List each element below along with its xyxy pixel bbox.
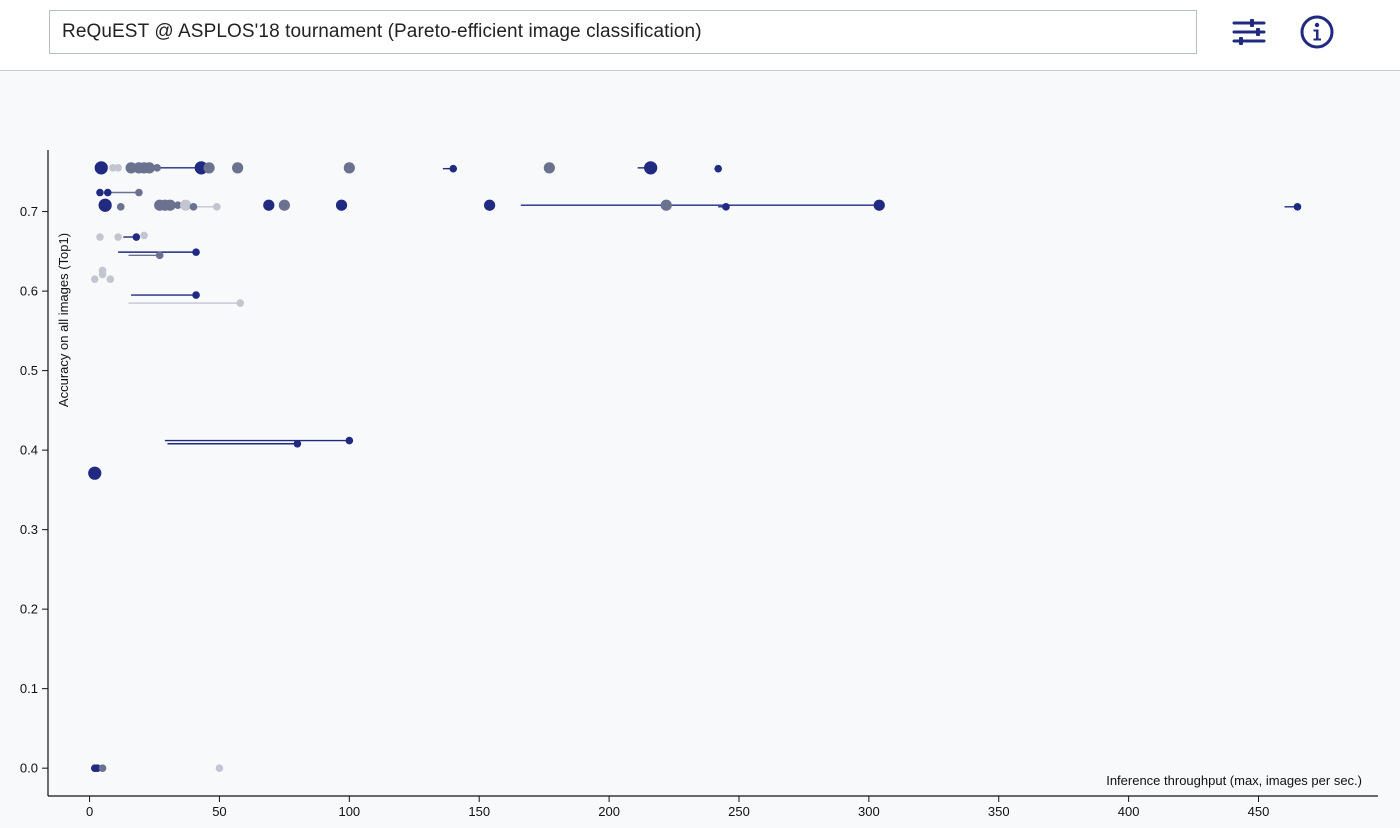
data-point[interactable]: [98, 198, 112, 212]
data-point[interactable]: [232, 162, 244, 174]
data-point[interactable]: [153, 164, 161, 172]
data-point[interactable]: [192, 291, 200, 299]
data-point[interactable]: [93, 764, 102, 772]
data-point[interactable]: [263, 199, 275, 211]
x-axis-label: Inference throughput (max, images per se…: [1106, 773, 1362, 788]
data-point[interactable]: [155, 251, 164, 260]
data-point[interactable]: [335, 199, 348, 211]
scatter-chart: 0.0 0.1 0.2 0.3 0.4 0.5 0.6 0.7 0 50 100 150 200 250…: [20, 150, 1378, 819]
data-point[interactable]: [132, 233, 141, 241]
data-point[interactable]: [215, 764, 224, 772]
data-point[interactable]: [109, 164, 117, 172]
y-tick-label: 0.0: [20, 761, 38, 776]
x-tick-label: 350: [988, 804, 1010, 819]
data-point[interactable]: [1293, 203, 1302, 211]
app-header: ReQuEST @ ASPLOS'18 tournament (Pareto-e…: [0, 0, 1400, 71]
data-point[interactable]: [213, 203, 221, 211]
data-point[interactable]: [98, 764, 107, 772]
x-tick-label: 100: [338, 804, 360, 819]
chart-axes: [47, 150, 1378, 797]
data-point[interactable]: [873, 199, 885, 211]
throughput-range-lines: [107, 167, 1298, 445]
data-point[interactable]: [180, 199, 192, 211]
data-point[interactable]: [722, 203, 730, 211]
filter-button[interactable]: [1229, 12, 1269, 52]
data-point[interactable]: [103, 188, 112, 197]
data-point[interactable]: [90, 275, 99, 283]
data-point[interactable]: [449, 164, 458, 173]
data-point[interactable]: [343, 162, 355, 174]
x-tick-label: 300: [858, 804, 880, 819]
data-point[interactable]: [278, 199, 290, 211]
y-axis-ticks: 0.0 0.1 0.2 0.3 0.4 0.5 0.6 0.7: [20, 204, 48, 776]
y-tick-label: 0.5: [20, 363, 38, 378]
y-tick-label: 0.1: [20, 681, 38, 696]
data-point[interactable]: [164, 199, 176, 211]
data-point[interactable]: [714, 164, 722, 173]
data-point[interactable]: [106, 275, 115, 283]
info-button[interactable]: [1297, 12, 1337, 52]
data-point[interactable]: [88, 466, 102, 480]
data-point[interactable]: [293, 439, 302, 448]
scenario-title: ReQuEST @ ASPLOS'18 tournament (Pareto-e…: [62, 21, 702, 42]
data-point[interactable]: [236, 299, 245, 307]
x-tick-label: 50: [212, 804, 226, 819]
data-point[interactable]: [98, 270, 107, 279]
data-point[interactable]: [174, 201, 182, 210]
x-tick-label: 200: [598, 804, 620, 819]
data-point[interactable]: [140, 231, 148, 240]
scenario-title-field[interactable]: ReQuEST @ ASPLOS'18 tournament (Pareto-e…: [49, 10, 1197, 54]
data-point[interactable]: [114, 164, 122, 172]
y-tick-label: 0.4: [20, 443, 38, 458]
data-point[interactable]: [543, 162, 555, 174]
data-point[interactable]: [189, 203, 198, 211]
y-tick-label: 0.2: [20, 602, 38, 617]
data-point[interactable]: [135, 188, 143, 197]
data-point[interactable]: [644, 161, 658, 175]
x-tick-label: 250: [728, 804, 750, 819]
y-tick-label: 0.6: [20, 284, 38, 299]
data-point[interactable]: [345, 436, 354, 445]
data-point[interactable]: [94, 161, 108, 175]
data-point[interactable]: [114, 233, 122, 241]
y-axis-label: Accuracy on all images (Top1): [56, 233, 71, 407]
x-tick-label: 450: [1248, 804, 1270, 819]
x-axis-ticks: 0 50 100 150 200 250 300 350 400 450: [86, 796, 1269, 819]
data-point[interactable]: [125, 162, 137, 174]
data-point[interactable]: [143, 162, 155, 174]
data-point[interactable]: [660, 199, 672, 211]
x-tick-label: 0: [86, 804, 93, 819]
data-point[interactable]: [203, 162, 215, 174]
x-tick-label: 400: [1118, 804, 1140, 819]
x-tick-label: 150: [468, 804, 490, 819]
y-tick-label: 0.3: [20, 522, 38, 537]
data-point[interactable]: [116, 203, 125, 211]
data-point[interactable]: [96, 233, 104, 241]
data-point[interactable]: [192, 248, 200, 256]
info-circle-icon: [1300, 15, 1334, 49]
y-tick-label: 0.7: [20, 204, 38, 219]
data-point[interactable]: [96, 188, 104, 197]
sliders-icon: [1232, 19, 1266, 45]
data-point[interactable]: [484, 199, 496, 211]
data-points[interactable]: [88, 161, 1302, 772]
